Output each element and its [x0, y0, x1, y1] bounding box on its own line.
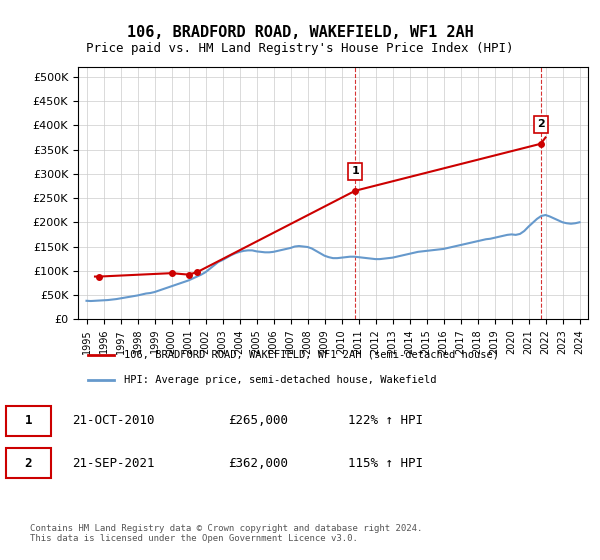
Text: 2: 2	[537, 119, 545, 129]
FancyBboxPatch shape	[6, 407, 51, 436]
Text: £265,000: £265,000	[228, 414, 288, 427]
Text: 21-OCT-2010: 21-OCT-2010	[72, 414, 155, 427]
Text: 122% ↑ HPI: 122% ↑ HPI	[348, 414, 423, 427]
Text: 106, BRADFORD ROAD, WAKEFIELD, WF1 2AH: 106, BRADFORD ROAD, WAKEFIELD, WF1 2AH	[127, 25, 473, 40]
Text: 106, BRADFORD ROAD, WAKEFIELD, WF1 2AH (semi-detached house): 106, BRADFORD ROAD, WAKEFIELD, WF1 2AH (…	[124, 350, 499, 360]
Text: 2: 2	[25, 456, 32, 470]
Text: 21-SEP-2021: 21-SEP-2021	[72, 456, 155, 470]
Text: 1: 1	[25, 414, 32, 427]
Text: £362,000: £362,000	[228, 456, 288, 470]
Text: HPI: Average price, semi-detached house, Wakefield: HPI: Average price, semi-detached house,…	[124, 375, 436, 385]
Text: 115% ↑ HPI: 115% ↑ HPI	[348, 456, 423, 470]
FancyBboxPatch shape	[6, 449, 51, 478]
Text: Price paid vs. HM Land Registry's House Price Index (HPI): Price paid vs. HM Land Registry's House …	[86, 42, 514, 55]
Text: Contains HM Land Registry data © Crown copyright and database right 2024.
This d: Contains HM Land Registry data © Crown c…	[30, 524, 422, 543]
Text: 1: 1	[351, 166, 359, 176]
